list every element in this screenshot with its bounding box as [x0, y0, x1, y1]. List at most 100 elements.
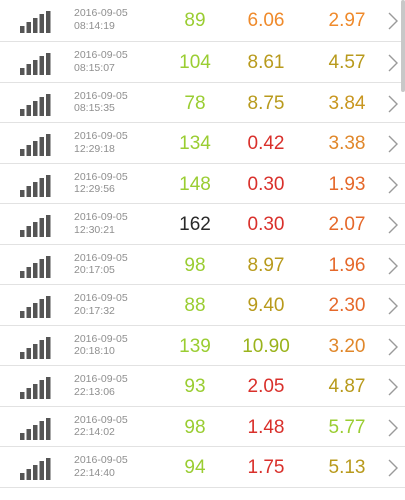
value-tertiary: 2.30 — [328, 295, 366, 316]
value-tertiary: 1.93 — [328, 173, 366, 195]
timestamp-date: 2016-09-05 — [74, 292, 128, 304]
value-tertiary: 2.07 — [328, 214, 366, 235]
chevron-right-icon[interactable] — [387, 94, 399, 114]
timestamp: 2016-09-05 22:14:40 — [74, 454, 128, 479]
timestamp: 2016-09-05 22:14:02 — [74, 414, 128, 439]
value-primary: 104 — [179, 52, 211, 73]
list-item[interactable]: 2016-09-05 20:17:32 88 9.40 2.30 — [0, 285, 405, 326]
chevron-right-icon[interactable] — [387, 175, 399, 195]
value-primary: 94 — [184, 457, 206, 478]
timestamp: 2016-09-05 08:14:19 — [74, 7, 128, 32]
chevron-right-icon[interactable] — [387, 377, 399, 397]
chevron-right-icon[interactable] — [387, 458, 399, 478]
list-item[interactable]: 2016-09-05 08:15:35 78 8.75 3.84 — [0, 82, 405, 123]
timestamp-date: 2016-09-05 — [74, 373, 128, 385]
chevron-right-icon[interactable] — [387, 11, 399, 31]
value-primary: 134 — [179, 133, 211, 154]
signal-bars-icon — [20, 417, 52, 440]
chevron-right-icon[interactable] — [387, 337, 399, 357]
signal-bars-icon — [20, 458, 52, 480]
list-item[interactable]: 2016-09-05 08:15:07 104 8.61 4.57 — [0, 42, 405, 83]
list-item[interactable]: 2016-09-05 12:30:21 162 0.30 2.07 — [0, 204, 405, 245]
timestamp-time: 12:29:18 — [74, 142, 115, 155]
value-primary: 148 — [179, 173, 211, 195]
value-secondary: 2.05 — [247, 376, 285, 397]
value-secondary: 10.90 — [242, 335, 290, 357]
signal-bars-icon — [20, 174, 52, 197]
value-secondary: 0.30 — [247, 173, 285, 195]
timestamp: 2016-09-05 08:15:07 — [74, 49, 128, 74]
signal-bars-icon — [20, 377, 52, 399]
scrollbar[interactable] — [401, 0, 405, 92]
value-secondary: 6.06 — [247, 10, 285, 31]
value-tertiary: 5.77 — [328, 416, 366, 438]
chevron-right-icon[interactable] — [387, 418, 399, 438]
list-item[interactable]: 2016-09-05 08:14:19 89 6.06 2.97 — [0, 0, 405, 42]
value-secondary: 9.40 — [247, 295, 285, 316]
signal-bars-icon — [20, 53, 52, 75]
timestamp: 2016-09-05 08:15:35 — [74, 90, 128, 115]
chevron-right-icon[interactable] — [387, 256, 399, 276]
value-primary: 98 — [184, 254, 206, 276]
chevron-right-icon[interactable] — [387, 53, 399, 73]
timestamp: 2016-09-05 22:13:06 — [74, 373, 128, 398]
value-primary: 89 — [184, 10, 206, 31]
signal-bars-icon — [20, 93, 52, 116]
timestamp-time: 20:18:10 — [74, 345, 115, 357]
timestamp: 2016-09-05 12:29:18 — [74, 130, 128, 155]
timestamp-date: 2016-09-05 — [74, 170, 128, 183]
value-tertiary: 4.57 — [328, 52, 366, 73]
timestamp: 2016-09-05 20:17:32 — [74, 292, 128, 317]
timestamp-time: 08:14:19 — [74, 19, 115, 32]
chevron-right-icon[interactable] — [387, 296, 399, 316]
value-tertiary: 2.97 — [328, 10, 366, 31]
timestamp-date: 2016-09-05 — [74, 7, 128, 19]
timestamp-time: 22:13:06 — [74, 385, 115, 398]
value-secondary: 0.42 — [247, 133, 285, 154]
list-item[interactable]: 2016-09-05 22:13:06 93 2.05 4.87 — [0, 366, 405, 407]
timestamp-time: 22:14:40 — [74, 466, 115, 479]
signal-bars-icon — [20, 134, 52, 156]
timestamp-date: 2016-09-05 — [74, 211, 128, 223]
chevron-right-icon[interactable] — [387, 215, 399, 235]
value-primary: 162 — [179, 214, 211, 235]
value-tertiary: 3.84 — [328, 92, 366, 114]
value-secondary: 8.61 — [247, 52, 285, 73]
chevron-right-icon[interactable] — [387, 134, 399, 154]
value-tertiary: 5.13 — [328, 457, 366, 478]
timestamp-time: 08:15:07 — [74, 61, 115, 74]
measurement-list: 2016-09-05 08:14:19 89 6.06 2.97 2016-09-05 08… — [0, 0, 405, 488]
timestamp-date: 2016-09-05 — [74, 89, 128, 102]
value-tertiary: 4.87 — [328, 376, 366, 397]
value-primary: 78 — [184, 92, 206, 114]
value-primary: 139 — [179, 335, 211, 357]
value-primary: 88 — [184, 295, 206, 316]
value-secondary: 1.48 — [247, 416, 285, 438]
timestamp-date: 2016-09-05 — [74, 413, 128, 426]
timestamp: 2016-09-05 20:18:10 — [74, 333, 128, 358]
signal-bars-icon — [20, 215, 52, 237]
timestamp-date: 2016-09-05 — [74, 332, 128, 345]
list-item[interactable]: 2016-09-05 22:14:02 98 1.48 5.77 — [0, 406, 405, 447]
timestamp-date: 2016-09-05 — [74, 251, 128, 264]
list-item[interactable]: 2016-09-05 12:29:56 148 0.30 1.93 — [0, 163, 405, 204]
value-primary: 98 — [184, 416, 206, 438]
value-secondary: 8.75 — [247, 92, 285, 114]
list-item[interactable]: 2016-09-05 20:17:05 98 8.97 1.96 — [0, 244, 405, 285]
value-tertiary: 3.20 — [328, 335, 366, 357]
timestamp-time: 22:14:02 — [74, 426, 115, 438]
value-secondary: 0.30 — [247, 214, 285, 235]
signal-bars-icon — [20, 296, 52, 318]
value-tertiary: 1.96 — [328, 254, 366, 276]
list-item[interactable]: 2016-09-05 20:18:10 139 10.90 3.20 — [0, 325, 405, 366]
value-primary: 93 — [184, 376, 206, 397]
timestamp-time: 20:17:05 — [74, 264, 115, 276]
value-tertiary: 3.38 — [328, 133, 366, 154]
timestamp-date: 2016-09-05 — [74, 454, 128, 466]
timestamp: 2016-09-05 12:30:21 — [74, 211, 128, 236]
value-secondary: 8.97 — [247, 254, 285, 276]
timestamp: 2016-09-05 20:17:05 — [74, 252, 128, 277]
list-item[interactable]: 2016-09-05 12:29:18 134 0.42 3.38 — [0, 123, 405, 164]
timestamp-time: 08:15:35 — [74, 102, 115, 114]
list-item[interactable]: 2016-09-05 22:14:40 94 1.75 5.13 — [0, 447, 405, 488]
